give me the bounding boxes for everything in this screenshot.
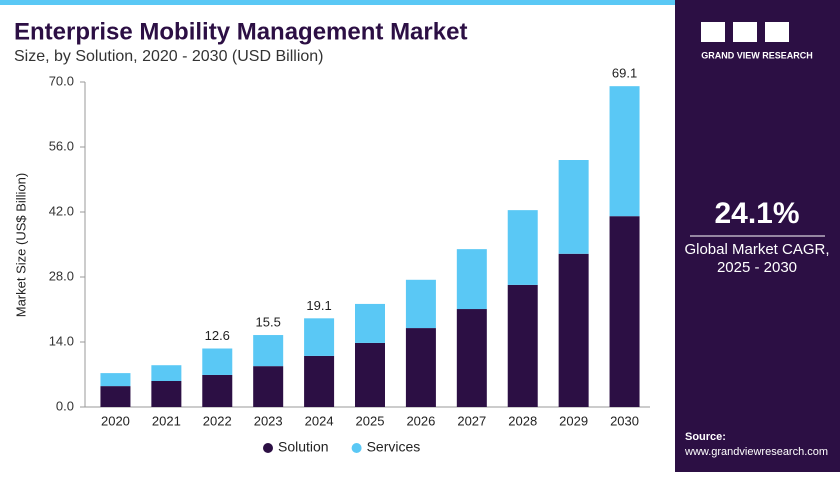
y-tick-label: 56.0 — [49, 138, 74, 153]
y-tick-label: 0.0 — [56, 398, 74, 413]
bar-segment — [100, 373, 131, 387]
bar-segment — [405, 328, 436, 407]
legend-marker — [351, 443, 362, 453]
logo-block — [701, 22, 725, 42]
y-axis-label: Market Size (US$ Billion) — [13, 173, 28, 318]
bar-segment — [456, 309, 487, 407]
x-tick-label: 2021 — [152, 413, 181, 428]
bar-segment — [507, 284, 538, 407]
total-label: 15.5 — [256, 314, 281, 329]
bar-segment — [100, 386, 131, 407]
legend-label: Services — [367, 439, 421, 455]
bar-segment — [202, 374, 233, 407]
source-label: Source: — [685, 431, 726, 443]
bar-segment — [405, 279, 436, 329]
x-tick-label: 2025 — [356, 413, 385, 428]
total-label: 12.6 — [205, 328, 230, 343]
cagr-period: 2025 - 2030 — [717, 259, 797, 276]
legend-marker — [263, 443, 273, 453]
bar-segment — [151, 381, 182, 407]
x-tick-label: 2022 — [203, 413, 232, 428]
x-tick-label: 2028 — [508, 413, 537, 428]
bar-segment — [304, 355, 335, 407]
bar-segment — [253, 335, 284, 367]
bar-segment — [456, 249, 487, 310]
bar-segment — [609, 86, 640, 217]
y-tick-label: 70.0 — [49, 73, 74, 88]
bar-segment — [253, 366, 284, 407]
bar-segment — [558, 253, 589, 407]
y-tick-label: 28.0 — [49, 268, 74, 283]
x-tick-label: 2020 — [101, 413, 130, 428]
top-strip — [0, 0, 675, 5]
bar-segment — [355, 303, 385, 343]
chart-title: Enterprise Mobility Management Market — [14, 18, 467, 45]
x-tick-label: 2026 — [406, 413, 435, 428]
total-label: 19.1 — [306, 298, 331, 313]
bar-segment — [558, 160, 589, 254]
bar-segment — [304, 318, 335, 356]
x-tick-label: 2030 — [610, 413, 639, 428]
x-tick-label: 2023 — [254, 413, 283, 428]
logo-block — [765, 22, 789, 42]
total-label: 69.1 — [612, 66, 637, 81]
x-tick-label: 2027 — [457, 413, 486, 428]
logo-block — [733, 22, 757, 42]
y-tick-label: 42.0 — [49, 203, 74, 218]
chart-subtitle: Size, by Solution, 2020 - 2030 (USD Bill… — [14, 48, 324, 65]
cagr-value: 24.1% — [714, 197, 799, 230]
bar-segment — [355, 342, 385, 407]
logo — [701, 22, 789, 42]
y-tick-label: 14.0 — [49, 333, 74, 348]
bar-segment — [609, 216, 640, 407]
bar-segment — [151, 365, 182, 381]
source: www.grandviewresearch.com — [684, 446, 828, 458]
brand: GRAND VIEW RESEARCH — [701, 50, 813, 60]
cagr-label: Global Market CAGR, — [684, 241, 829, 258]
bar-segment — [507, 210, 538, 285]
bar-segment — [202, 348, 233, 375]
legend-label: Solution — [278, 439, 329, 455]
x-tick-label: 2029 — [559, 413, 588, 428]
x-tick-label: 2024 — [305, 413, 334, 428]
